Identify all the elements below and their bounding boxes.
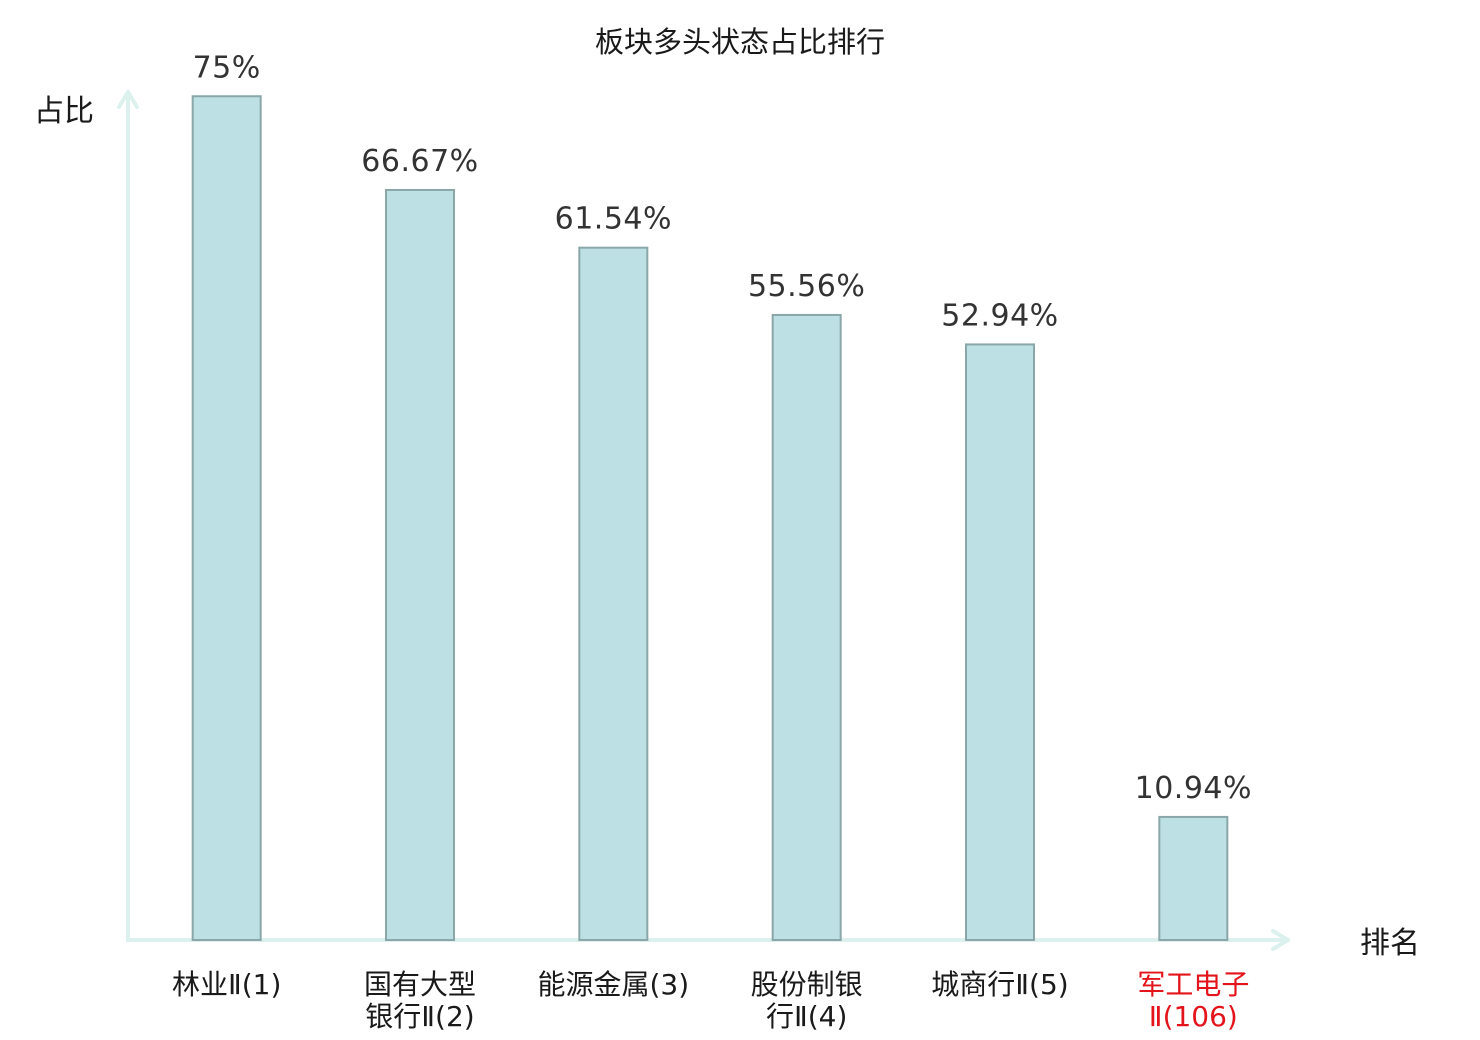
value-label-1: 75% xyxy=(193,50,261,85)
axes xyxy=(117,90,1290,951)
category-label-2: 国有大型银行Ⅱ(2) xyxy=(364,968,476,1033)
category-label-4: 股份制银行Ⅱ(4) xyxy=(751,968,863,1033)
category-labels-group: 林业Ⅱ(1) 国有大型银行Ⅱ(2) 能源金属(3) 股份制银行Ⅱ(4) 城商行Ⅱ(5) 军… xyxy=(172,968,1249,1033)
value-label-2: 66.67% xyxy=(361,144,478,179)
category-label-6: 军工电子 Ⅱ(106) xyxy=(1137,968,1249,1033)
bars-group xyxy=(191,95,1229,942)
chart-title: 板块多头状态占比排行 xyxy=(595,25,885,59)
value-label-4: 55.56% xyxy=(748,269,865,304)
bar-4 xyxy=(771,313,842,941)
value-labels-group: 75% 66.67% 61.54% 55.56% 52.94% 10.94% xyxy=(193,50,1252,806)
category-label-1: 林业Ⅱ(1) xyxy=(172,968,281,1001)
value-label-6: 10.94% xyxy=(1135,771,1252,806)
category-label-3: 能源金属(3) xyxy=(537,968,689,1001)
value-label-3: 61.54% xyxy=(555,202,672,237)
bar-5 xyxy=(965,343,1035,941)
bar-6 xyxy=(1158,815,1229,941)
x-axis-arrow xyxy=(1271,929,1290,951)
bar-3 xyxy=(578,246,649,942)
value-label-5: 52.94% xyxy=(941,298,1058,333)
y-axis-label: 占比 xyxy=(34,94,94,129)
y-axis-arrow xyxy=(117,90,139,109)
bar-1 xyxy=(191,95,262,941)
x-axis-label: 排名 xyxy=(1360,926,1420,961)
category-label-5: 城商行Ⅱ(5) xyxy=(931,968,1068,1001)
bar-2 xyxy=(385,188,455,941)
